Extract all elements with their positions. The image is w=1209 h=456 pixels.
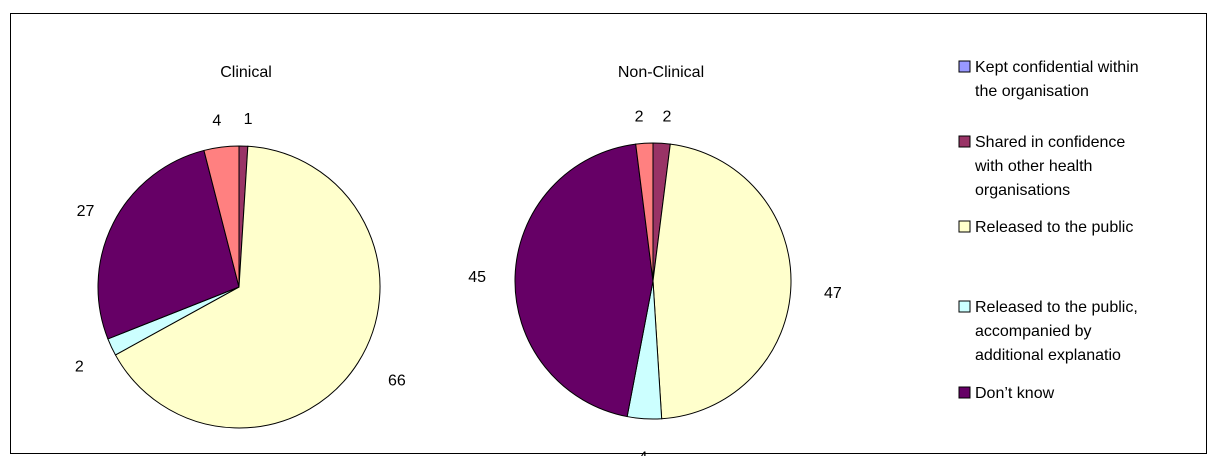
data-label-non-clinical-2: 47: [824, 285, 842, 302]
data-label-non-clinical-5: 2: [635, 108, 644, 125]
data-label-clinical-4: 27: [77, 203, 95, 220]
legend-label-1-0: Shared in confidence: [975, 134, 1125, 151]
chart-title-clinical: Clinical: [220, 64, 272, 81]
legend: Kept confidential within the organisation…: [958, 59, 1139, 402]
legend-swatch-4: [958, 386, 971, 399]
pie-clinical: 1 66 2 27 4: [75, 111, 406, 429]
legend-label-3-2: additional explanatio: [975, 347, 1121, 364]
legend-swatch-3: [958, 300, 971, 313]
data-label-non-clinical-3: 4: [639, 450, 648, 456]
pie-slice-clinical-4: [97, 149, 240, 340]
data-label-clinical-3: 2: [75, 359, 84, 376]
legend-label-1-2: organisations: [975, 182, 1070, 199]
pie-non-clinical: 2 47 4 45 2: [468, 108, 842, 456]
legend-swatch-2: [958, 220, 971, 233]
legend-swatch-0: [958, 60, 971, 73]
data-label-clinical-5: 4: [212, 112, 221, 129]
pie-slice-non-clinical-2: [652, 143, 792, 420]
data-label-non-clinical-1: 2: [662, 108, 671, 125]
legend-label-0-0: Kept confidential within: [975, 59, 1139, 76]
pie-slice-clinical-2: [114, 145, 381, 429]
data-label-clinical-1: 1: [244, 111, 253, 128]
data-label-non-clinical-4: 45: [468, 269, 486, 286]
chart-title-non-clinical: Non-Clinical: [618, 64, 704, 81]
legend-label-4-0: Don’t know: [975, 385, 1055, 402]
legend-label-3-1: accompanied by: [975, 323, 1092, 340]
pie-slice-non-clinical-5: [635, 142, 654, 282]
legend-label-3-0: Released to the public,: [975, 299, 1138, 316]
data-label-clinical-2: 66: [388, 372, 406, 389]
legend-label-2-0: Released to the public: [975, 219, 1133, 236]
pie-slice-non-clinical-4: [514, 143, 654, 418]
pie-slice-clinical-5: [203, 145, 240, 288]
legend-label-1-1: with other health: [974, 158, 1092, 175]
legend-label-0-1: the organisation: [975, 83, 1089, 100]
legend-swatch-1: [958, 135, 971, 148]
